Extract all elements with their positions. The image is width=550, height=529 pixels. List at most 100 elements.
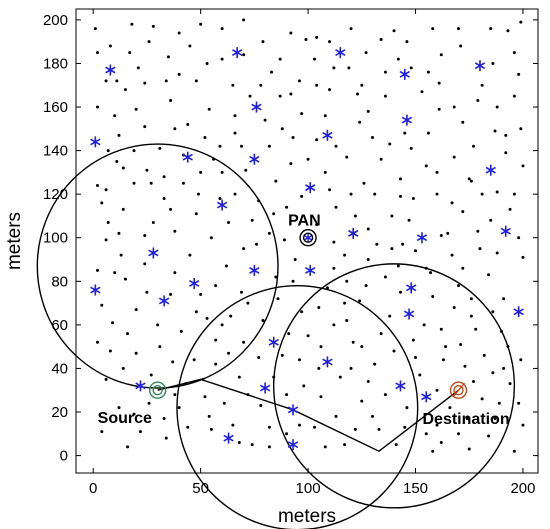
node-dot [164,436,168,440]
node-dot [121,207,125,211]
node-dot [495,190,499,194]
node-dot [497,401,501,405]
node-dot [495,251,499,255]
source-marker-inner-ring [152,385,163,396]
node-dot [323,114,327,118]
node-dot [456,27,460,31]
node-dot [179,329,183,333]
node-dot [166,55,170,59]
pan-label: PAN [288,213,321,230]
node-dot [104,188,108,192]
node-dot [353,214,357,218]
node-dot [239,290,243,294]
node-dot [476,229,480,233]
node-dot [313,425,317,429]
node-dot [364,51,368,55]
node-dot [469,179,473,183]
node-dot [259,83,263,87]
node-dot [126,332,130,336]
node-dot [474,327,478,331]
node-dot [491,310,495,314]
node-dot [293,258,297,262]
node-dot [95,268,99,272]
node-dot [506,29,510,33]
node-dot [328,188,332,192]
node-dot [504,133,508,137]
relay-star [189,277,200,289]
node-dot [480,397,484,401]
node-dot [487,273,491,277]
relay-star [158,295,170,307]
node-dot [461,266,465,270]
relay-star [249,153,260,165]
node-dot [409,146,413,150]
node-dot [242,247,246,251]
node-dot [220,323,224,327]
node-dot [237,375,241,379]
node-dot [521,255,525,259]
node-dot [171,360,175,364]
destination-marker-outer-ring [449,381,468,399]
node-dot [95,105,99,109]
node-dot [205,316,209,320]
node-dot [270,70,274,74]
node-dot [351,340,355,344]
node-dot [250,443,254,447]
node-dot [242,18,246,22]
node-dot [173,271,177,275]
node-dot [323,170,327,174]
node-dot [149,373,153,377]
node-dot [502,297,506,301]
node-dot [108,44,112,48]
node-dot [100,430,104,434]
node-dot [220,27,224,31]
node-dot [358,299,362,303]
node-dot [371,136,375,140]
node-dot [285,393,289,397]
node-dot [134,308,138,312]
node-dot [472,144,476,148]
node-dot [476,98,480,102]
y-tick-label: 100 [43,230,68,247]
node-dot [181,181,185,185]
node-dot [334,414,338,418]
node-dot [304,37,308,41]
node-dot [456,432,460,436]
node-dot [272,212,276,216]
node-dot [435,423,439,427]
node-dot [456,284,460,288]
node-dot [467,177,471,181]
relay-star [135,380,146,392]
node-dot [390,247,394,251]
plot-area [75,8,539,474]
relay-star [231,47,243,59]
relay-star [90,284,101,296]
node-dot [267,144,271,148]
node-dot [209,427,213,431]
node-dot [229,314,233,318]
node-dot [224,264,228,268]
node-dot [446,231,450,235]
node-dot [313,57,317,61]
node-dot [315,138,319,142]
node-dot [115,79,119,83]
relay-star [474,60,486,72]
node-dot [280,127,284,131]
node-dot [315,83,319,87]
node-dot [431,449,435,453]
node-dot [278,94,282,98]
node-dot [493,417,497,421]
node-dot [233,131,237,135]
node-dot [214,362,218,366]
node-dot [491,371,495,375]
y-tick-label: 180 [43,55,68,72]
pan-marker-inner-ring [302,232,314,243]
node-dot [158,345,162,349]
node-dot [143,234,147,238]
node-dot [345,319,349,323]
node-dot [420,90,424,94]
node-dot [280,353,284,357]
node-dot [332,66,336,70]
node-dot [394,443,398,447]
node-dot [263,118,267,122]
